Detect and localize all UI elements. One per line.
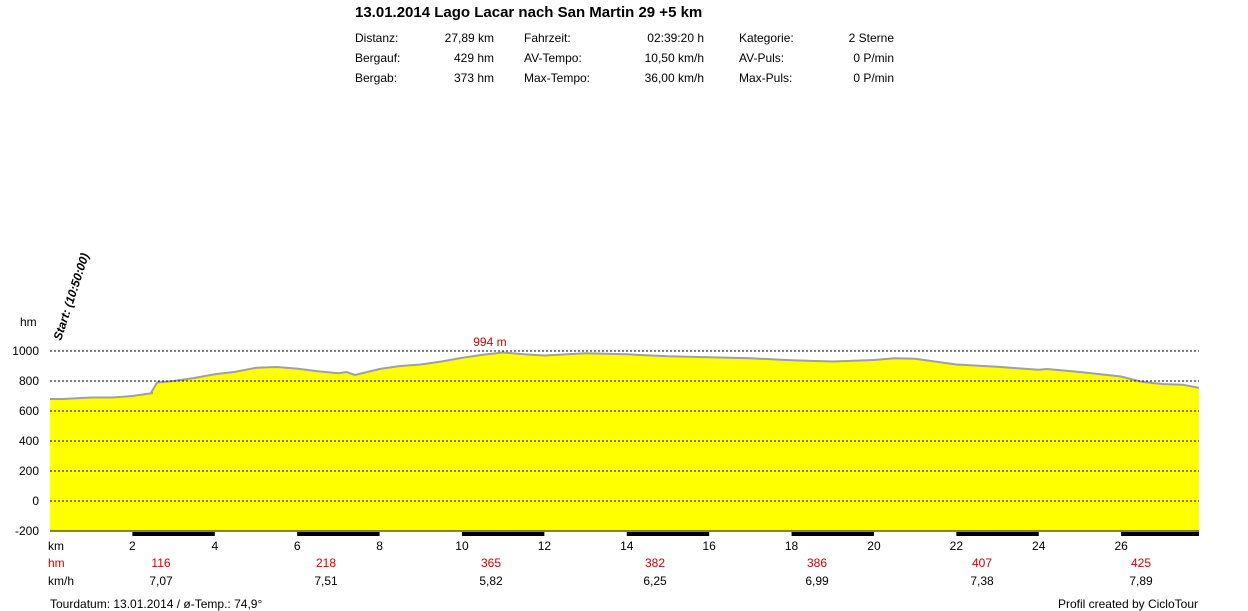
stat-label-bergab: Bergab: (355, 71, 398, 85)
km-scale-segment (626, 532, 710, 536)
stat-value-bergauf: 429 hm (453, 51, 494, 65)
chart-title: 13.01.2014 Lago Lacar nach San Martin 29… (355, 4, 703, 21)
row-value: 116 (151, 556, 170, 570)
x-tick-label: 8 (376, 539, 383, 553)
footer-tour-info: Tourdatum: 13.01.2014 / ø-Temp.: 74,9° (50, 597, 263, 611)
stat-value-bergab: 373 hm (453, 71, 494, 85)
y-tick-label: 800 (19, 374, 39, 388)
stat-value-max-puls: 0 P/min (853, 71, 894, 85)
row-value: 6,99 (805, 574, 829, 588)
stat-label-bergauf: Bergauf: (355, 51, 401, 65)
y-tick-label: 1000 (12, 344, 39, 358)
stat-label-max-puls: Max-Puls: (739, 71, 793, 85)
stat-label-av-puls: AV-Puls: (739, 51, 785, 65)
km-scale-segment (791, 532, 874, 536)
axis-ticks (132, 532, 1199, 536)
elevation-area (50, 352, 1199, 531)
row-value: 5,82 (479, 574, 503, 588)
row-value: 407 (972, 556, 992, 570)
row-value: 386 (807, 556, 827, 570)
stat-value-max-tempo: 36,00 km/h (644, 71, 704, 85)
y-tick-label: -200 (15, 524, 39, 538)
stat-label-kategorie: Kategorie: (739, 31, 794, 45)
x-tick-label: 26 (1114, 539, 1128, 553)
y-tick-label: 400 (19, 434, 39, 448)
stat-label-distanz: Distanz: (355, 31, 399, 45)
x-tick-label: 6 (294, 539, 301, 553)
x-tick-label: 12 (538, 539, 552, 553)
km-scale-segment (297, 532, 380, 536)
x-tick-label: 22 (950, 539, 964, 553)
row-label: km/h (48, 574, 74, 588)
max-elevation-label: 994 m (473, 335, 506, 349)
x-tick-label: 2 (129, 539, 136, 553)
row-value: 7,51 (314, 574, 338, 588)
stat-value-av-tempo: 10,50 km/h (644, 51, 704, 65)
row-value: 6,25 (643, 574, 667, 588)
row-value: 7,89 (1129, 574, 1153, 588)
row-value: 7,38 (970, 574, 994, 588)
km-scale-segment (132, 532, 215, 536)
stat-value-distanz: 27,89 km (444, 31, 494, 45)
x-axis-label: km (48, 539, 64, 553)
x-tick-label: 16 (702, 539, 716, 553)
y-tick-label: 600 (19, 404, 39, 418)
stat-value-av-puls: 0 P/min (853, 51, 894, 65)
row-value: 365 (481, 556, 501, 570)
plot-area (50, 351, 1200, 531)
y-tick-label: 0 (32, 494, 39, 508)
stat-label-fahrzeit: Fahrzeit: (524, 31, 571, 45)
x-tick-label: 14 (620, 539, 634, 553)
km-scale-segment (1121, 532, 1199, 536)
x-tick-label: 20 (867, 539, 881, 553)
row-value: 382 (645, 556, 665, 570)
row-value: 218 (316, 556, 336, 570)
row-value: 7,07 (149, 574, 173, 588)
footer-credit: Profil created by CicloTour (1057, 597, 1198, 611)
stat-value-kategorie: 2 Sterne (848, 31, 894, 45)
x-tick-label: 10 (455, 539, 469, 553)
x-tick-label: 4 (211, 539, 218, 553)
y-axis-label: hm (20, 315, 37, 329)
x-tick-label: 18 (785, 539, 799, 553)
y-tick-label: 200 (19, 464, 39, 478)
stat-label-av-tempo: AV-Tempo: (524, 51, 582, 65)
x-tick-label: 24 (1032, 539, 1046, 553)
km-scale-segment (461, 532, 545, 536)
stat-value-fahrzeit: 02:39:20 h (647, 31, 704, 45)
km-scale-segment (956, 532, 1039, 536)
start-time-label: Start: (10:50:00) (51, 251, 92, 342)
row-value: 425 (1131, 556, 1151, 570)
row-label: hm (48, 556, 65, 570)
grid-lines (50, 350, 1199, 532)
stat-label-max-tempo: Max-Tempo: (524, 71, 591, 85)
